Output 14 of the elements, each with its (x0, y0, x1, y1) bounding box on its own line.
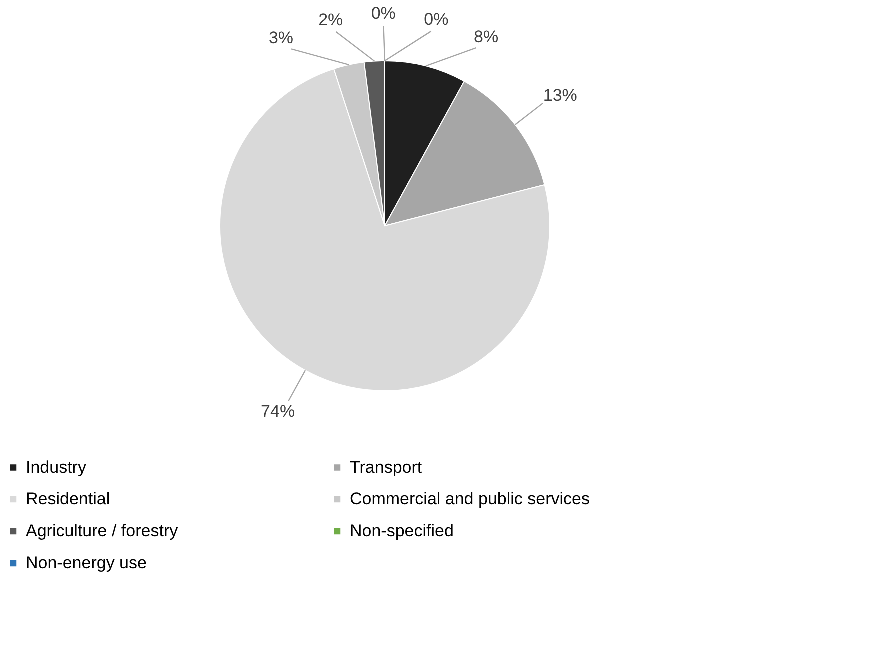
legend-label: Commercial and public services (350, 490, 590, 508)
data-label: 8% (474, 27, 499, 46)
data-label: 13% (543, 86, 578, 106)
data-label: 3% (268, 28, 294, 48)
text: 0% (424, 10, 449, 29)
legend-label: Non-energy use (26, 554, 147, 572)
legend-label: Industry (26, 458, 87, 477)
data-label: 74% (261, 402, 296, 421)
legend-label: Transport (350, 458, 422, 477)
legend-label: Non-specified (350, 522, 454, 540)
text: 0% (371, 4, 396, 24)
data-label: 2% (318, 10, 344, 30)
legend-label: Residential (26, 490, 110, 508)
legend-label: Agriculture / forestry (26, 522, 179, 540)
